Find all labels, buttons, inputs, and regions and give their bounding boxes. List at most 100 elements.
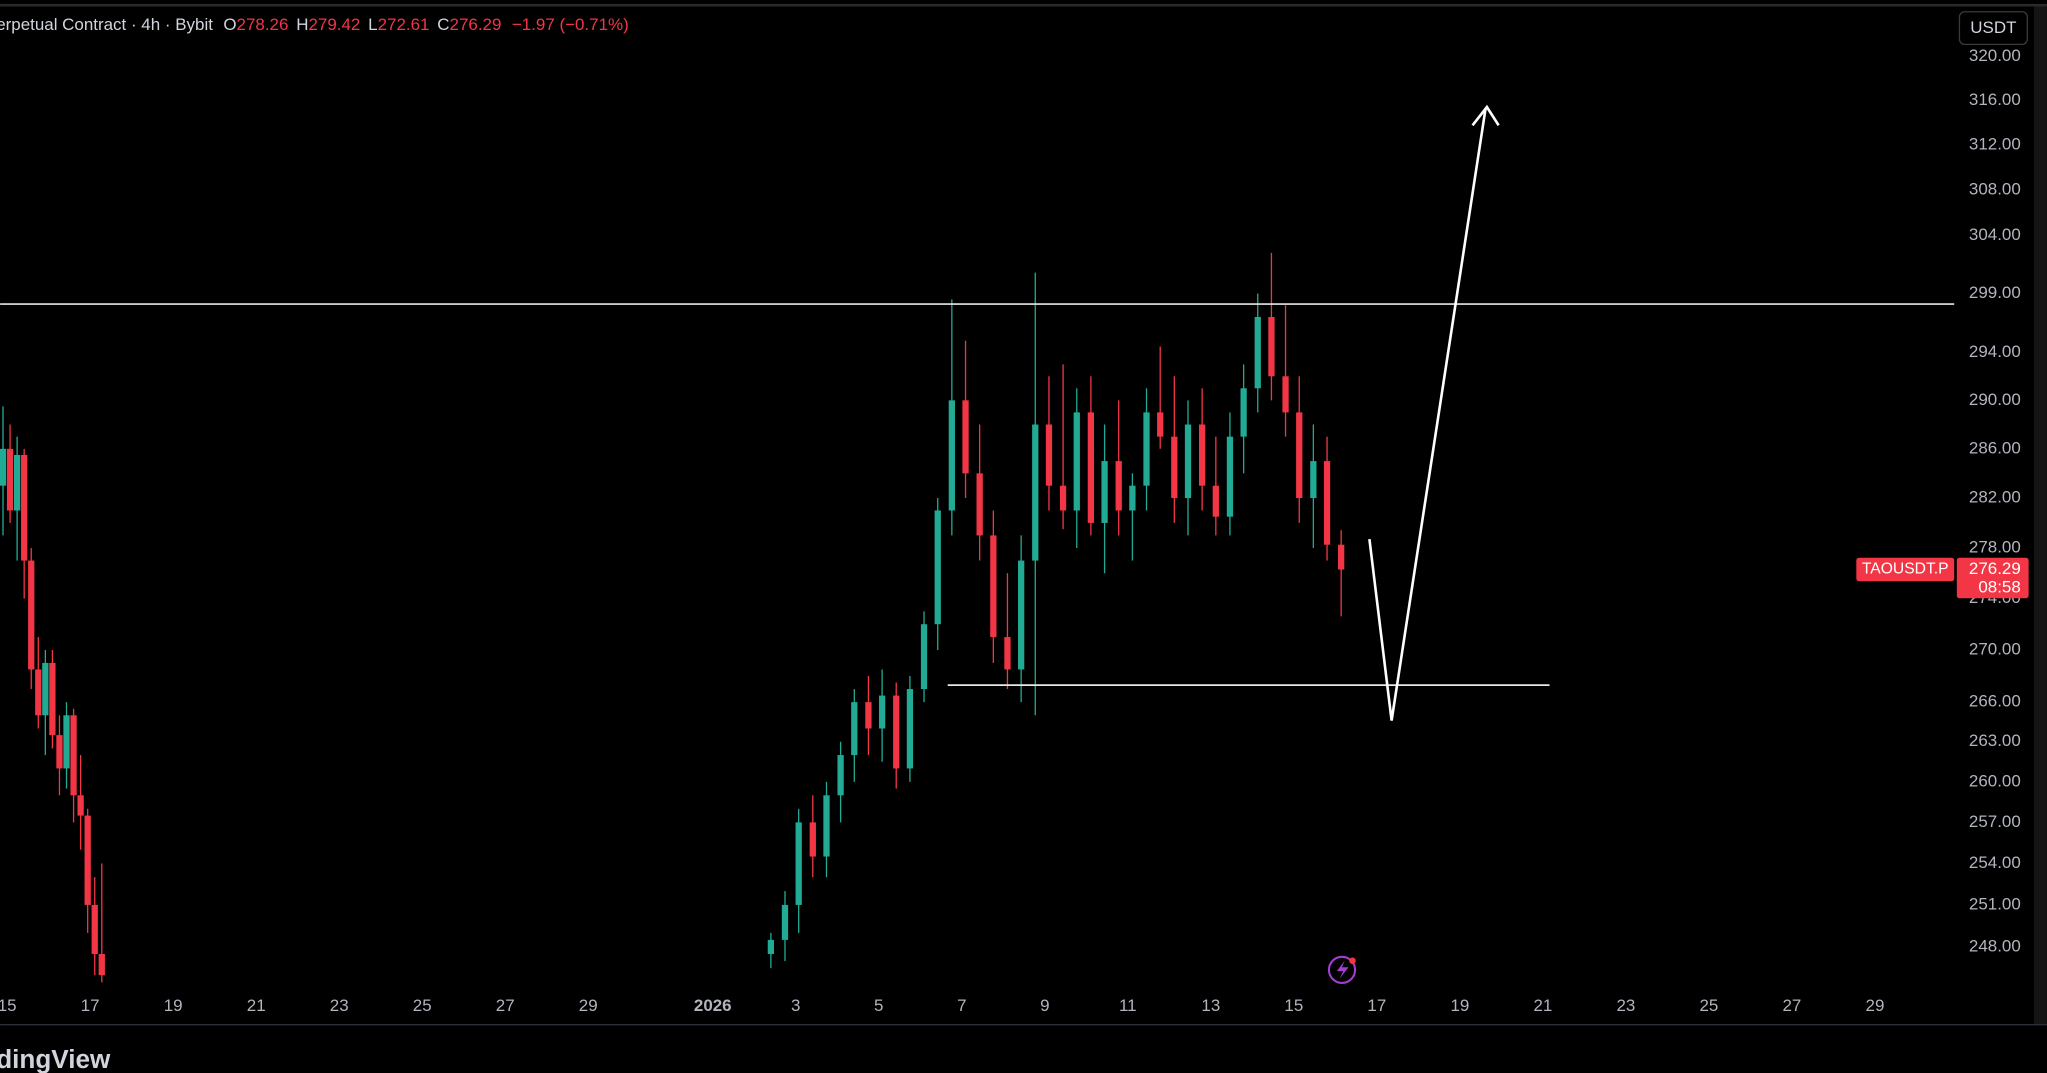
y-tick-label: 312.00 (1969, 134, 2021, 153)
candle-body (63, 715, 70, 769)
symbol-tag: TAOUSDT.P (1862, 561, 1949, 578)
alert-icon[interactable] (1327, 955, 1357, 984)
y-tick-label: 254.00 (1969, 853, 2021, 872)
candle-body (91, 904, 98, 954)
y-tick-label: 294.00 (1969, 342, 2021, 361)
y-tick-label: 286.00 (1969, 438, 2021, 457)
y-tick-label: 266.00 (1969, 692, 2021, 711)
candle-body (781, 904, 789, 940)
alert-bolt[interactable] (1336, 960, 1349, 980)
candle-body (28, 560, 35, 670)
x-tick-label: 17 (81, 996, 100, 1015)
symbol-header: erpetual Contract · 4h · Bybit O278.26 H27… (0, 16, 629, 35)
x-tick-label: 27 (1782, 996, 1801, 1015)
currency-label[interactable]: USDT (1970, 18, 2016, 37)
candle-body (1087, 412, 1095, 523)
ohlc-label: H (296, 16, 308, 35)
drawn-arrow (1368, 108, 1487, 721)
x-tick-label: 11 (1119, 996, 1137, 1015)
candle-body (1310, 461, 1317, 499)
candle-body (1184, 424, 1192, 499)
candle-body (1045, 424, 1053, 486)
x-tick-label: 21 (247, 996, 266, 1015)
x-tick-label: 9 (1040, 996, 1049, 1015)
y-tick-label: 260.00 (1969, 771, 2021, 790)
candle-body (6, 448, 14, 511)
change-value: −1.97 (−0.71%) (512, 16, 629, 35)
ohlc-value: 278.26 (237, 16, 289, 35)
candle-body (70, 715, 77, 796)
x-tick-label: 29 (579, 996, 598, 1015)
right-edge (2033, 6, 2047, 1025)
y-tick-label: 263.00 (1969, 731, 2021, 750)
candle-body (1268, 316, 1275, 377)
candle-body (1171, 436, 1178, 499)
x-tick-label: 19 (164, 996, 183, 1015)
alert-dot (1349, 957, 1356, 965)
candle-body (35, 669, 42, 716)
candle-body (1323, 461, 1331, 545)
currency-button[interactable]: USDT (1958, 11, 2028, 46)
candle-body (1129, 485, 1136, 511)
x-tick-label: 3 (791, 996, 800, 1015)
y-tick-label: 257.00 (1969, 812, 2021, 831)
x-tick-label: 25 (413, 996, 432, 1015)
candle-body (21, 454, 28, 561)
countdown: 08:58 (1978, 577, 2020, 596)
x-tick-label: 15 (0, 996, 17, 1015)
candle-body (1004, 637, 1011, 670)
y-tick-label: 270.00 (1969, 639, 2021, 658)
candle-body (98, 953, 105, 976)
x-tick-label: 25 (1699, 996, 1718, 1015)
x-tick-label: 19 (1450, 996, 1469, 1015)
candle-body (84, 815, 91, 905)
candle-body (934, 510, 941, 625)
ohlc-label: C (437, 16, 449, 35)
candle-body (837, 755, 844, 796)
candle-body (1282, 376, 1289, 413)
candle-body (1338, 544, 1345, 570)
candle-body (77, 795, 84, 816)
x-tick-label: 17 (1367, 996, 1386, 1015)
price-tag-bg (1956, 557, 2029, 599)
candle-body (767, 939, 775, 954)
candle-body (976, 473, 983, 536)
candle-body (920, 624, 928, 690)
ohlc-label: O (223, 16, 236, 35)
symbol-tag-bg (1856, 557, 1955, 582)
candle-body (56, 735, 63, 769)
candle-body (865, 702, 872, 729)
y-tick-label: 299.00 (1969, 283, 2021, 302)
candle-body (1157, 412, 1164, 437)
candle-body (0, 448, 7, 486)
ohlc-value: 279.42 (308, 16, 360, 35)
candle-body (1059, 485, 1067, 511)
candle-body (893, 695, 900, 769)
y-tick-label: 251.00 (1969, 894, 2021, 913)
candle-body (990, 535, 997, 638)
candle-body (1143, 412, 1150, 486)
candle-body (851, 702, 858, 756)
candle-body (1032, 424, 1039, 561)
candle-body (49, 662, 56, 736)
ohlc-label: L (368, 16, 377, 35)
candle-body (948, 400, 955, 511)
y-tick-label: 248.00 (1969, 936, 2021, 955)
currency-button-frame[interactable] (1958, 11, 2028, 46)
alert-circle[interactable] (1327, 955, 1357, 984)
symbol-title: erpetual Contract · 4h · Bybit (0, 16, 213, 35)
candle-body (1296, 412, 1303, 499)
candle-body (1226, 436, 1234, 517)
y-tick-label: 304.00 (1969, 225, 2021, 244)
candle-body (962, 400, 969, 474)
candle-body (1101, 461, 1108, 523)
candle-body (1018, 560, 1025, 670)
candle-body (13, 454, 21, 511)
candle-body (1073, 412, 1080, 511)
x-tick-label: 15 (1284, 996, 1303, 1015)
candle-body (42, 662, 49, 716)
x-tick-label: 27 (496, 996, 515, 1015)
